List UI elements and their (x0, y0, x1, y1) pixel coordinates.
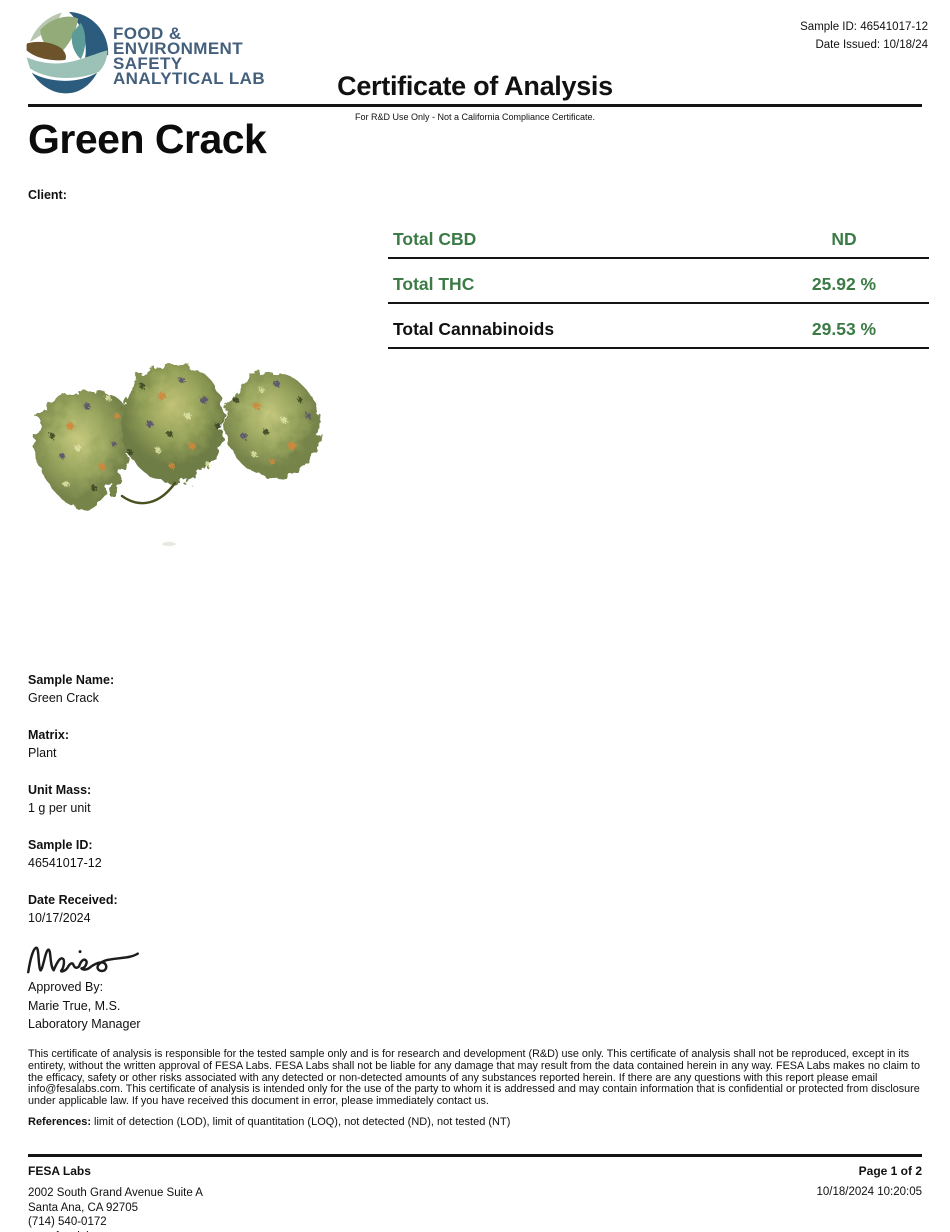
table-row: Total Cannabinoids 29.53 % (388, 304, 929, 349)
logo-line: ANALYTICAL LAB (113, 69, 265, 88)
approver-signature (27, 946, 139, 974)
sample-id-value: 46541017-12 (28, 856, 102, 870)
sample-name-value: Green Crack (28, 691, 99, 705)
footer-address: 2002 South Grand Avenue Suite A Santa An… (28, 1186, 203, 1232)
list-item: Sample Name: Green Crack (28, 672, 118, 706)
approved-by-label: Approved By: (28, 980, 104, 994)
footer-lab-name: FESA Labs (28, 1164, 91, 1178)
page-title: Certificate of Analysis (337, 71, 613, 101)
sample-id-label: Sample ID: (28, 838, 93, 852)
list-item: Matrix: Plant (28, 727, 118, 761)
footer-website: www.fesalabs.com (28, 1230, 203, 1232)
disclaimer-text: This certificate of analysis is responsi… (28, 1048, 921, 1108)
footer-phone: (714) 540-0172 (28, 1216, 107, 1228)
total-cbd-label: Total CBD (393, 229, 477, 249)
references-label: References: (28, 1116, 91, 1128)
footer-address-line1: 2002 South Grand Avenue Suite A (28, 1187, 203, 1199)
list-item: Date Received: 10/17/2024 (28, 892, 118, 926)
table-row: Total THC 25.92 % (388, 259, 929, 304)
unit-mass-value: 1 g per unit (28, 801, 91, 815)
approval-block: Approved By: Marie True, M.S. Laboratory… (28, 978, 141, 1034)
total-cannabinoids-label: Total Cannabinoids (393, 319, 555, 339)
fesa-lab-logo-icon (25, 11, 109, 95)
total-cbd-value: ND (831, 229, 857, 249)
table-row: Total CBD ND (388, 214, 929, 259)
compliance-subtitle: For R&D Use Only - Not a California Comp… (354, 112, 596, 122)
sample-details-list: Sample Name: Green Crack Matrix: Plant U… (28, 672, 118, 947)
list-item: Unit Mass: 1 g per unit (28, 782, 118, 816)
list-item: Sample ID: 46541017-12 (28, 837, 118, 871)
header-divider (28, 104, 922, 107)
total-thc-value: 25.92 % (811, 274, 877, 294)
sample-id-header: Sample ID: 46541017-12 (800, 21, 928, 33)
footer-timestamp: 10/18/2024 10:20:05 (816, 1186, 922, 1198)
total-thc-label: Total THC (393, 274, 475, 294)
date-issued-header: Date Issued: 10/18/24 (815, 39, 928, 51)
date-received-label: Date Received: (28, 893, 118, 907)
approver-title: Laboratory Manager (28, 1017, 141, 1031)
total-cannabinoids-value: 29.53 % (811, 319, 877, 339)
logo-line: SAFETY (113, 54, 183, 73)
client-label: Client: (28, 188, 67, 202)
footer-address-line2: Santa Ana, CA 92705 (28, 1201, 138, 1214)
product-name-heading: Green Crack (28, 116, 267, 162)
logo-line: FOOD & (113, 24, 182, 43)
references-text: limit of detection (LOD), limit of quant… (90, 1116, 511, 1128)
header-meta: Sample ID: 46541017-12 Date Issued: 10/1… (800, 18, 928, 54)
matrix-value: Plant (28, 746, 57, 760)
references-line: References: limit of detection (LOD), li… (28, 1116, 924, 1128)
matrix-label: Matrix: (28, 728, 69, 742)
sample-name-label: Sample Name: (28, 673, 115, 687)
unit-mass-label: Unit Mass: (28, 783, 92, 797)
footer-divider (28, 1154, 922, 1157)
lab-name-logotype: FOOD & ENVIRONMENT SAFETY ANALYTICAL LAB (113, 24, 265, 88)
product-photo-cannabis-buds (33, 363, 321, 547)
footer-page-number: Page 1 of 2 (858, 1164, 922, 1178)
approver-name: Marie True, M.S. (28, 998, 121, 1013)
cannabinoid-summary-table: Total CBD ND Total THC 25.92 % Total Can… (388, 214, 929, 349)
logo-line: ENVIRONMENT (113, 39, 244, 58)
date-received-value: 10/17/2024 (28, 911, 91, 925)
